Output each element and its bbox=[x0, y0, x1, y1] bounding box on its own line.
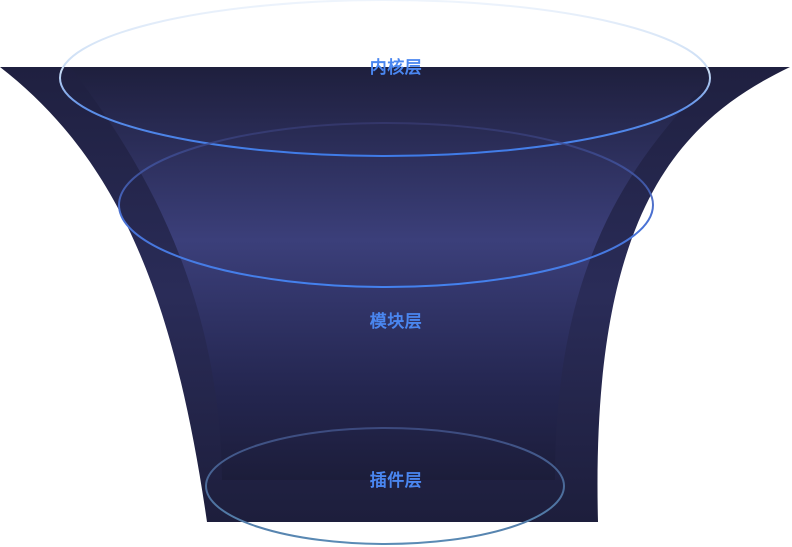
plugin-layer-label: 插件层 bbox=[369, 471, 423, 491]
funnel-inner-panel bbox=[70, 67, 722, 480]
module-layer-label: 模块层 bbox=[369, 312, 423, 332]
module-layer-ring bbox=[118, 122, 654, 288]
core-layer-ring bbox=[59, 0, 711, 157]
plugin-layer-ring bbox=[205, 427, 565, 545]
core-layer-label: 内核层 bbox=[369, 58, 423, 78]
